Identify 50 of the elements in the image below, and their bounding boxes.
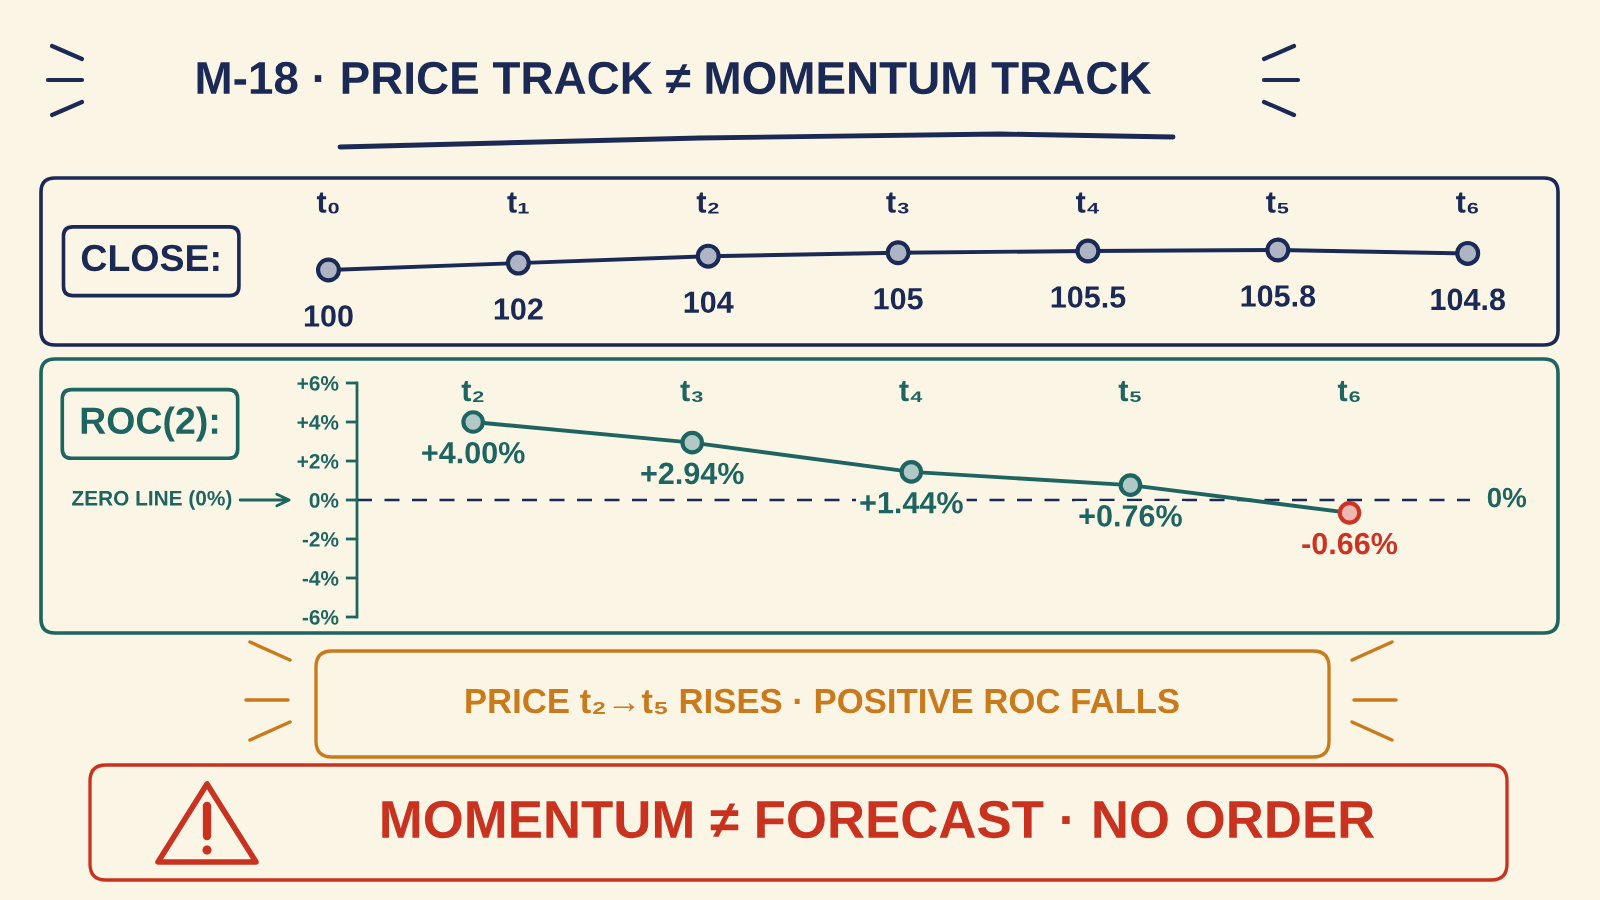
chart-title: M-18 · PRICE TRACK ≠ MOMENTUM TRACK	[197, 61, 1152, 95]
y-axis-title: ROC(2):	[81, 406, 218, 442]
point	[1337, 501, 1362, 525]
data-label: +1.44%	[860, 491, 963, 514]
x-tick-label: t₆	[1337, 381, 1360, 403]
data-label: 104	[684, 291, 734, 314]
data-label: 105	[874, 287, 923, 310]
data-label: 102	[494, 298, 543, 320]
point	[1075, 238, 1101, 264]
point	[1265, 237, 1291, 263]
x-tick-label: t₁	[507, 192, 529, 214]
data-label: +4.00%	[422, 441, 525, 464]
point	[899, 460, 924, 484]
y-tick-label: +4%	[297, 415, 339, 430]
x-tick-label: t₅	[1118, 381, 1141, 403]
x-tick-label: t₅	[1266, 192, 1289, 214]
x-tick-label: t₂	[461, 381, 484, 402]
y-tick-label: -4%	[302, 571, 339, 586]
point	[505, 250, 531, 276]
y-tick-label: +6%	[297, 376, 339, 391]
y-tick-label: -2%	[302, 532, 339, 547]
data-label: +0.76%	[1079, 505, 1182, 527]
text: ZERO LINE (0%)	[72, 490, 232, 510]
x-tick-label: t₃	[886, 192, 909, 214]
data-label: 105.5	[1051, 286, 1126, 308]
data-label: 100	[304, 305, 353, 327]
text: MOMENTUM ≠ FORECAST · NO ORDER	[382, 800, 1375, 839]
y-tick-label: +2%	[297, 454, 339, 469]
point	[680, 430, 705, 455]
data-label: 105.8	[1241, 285, 1316, 307]
point	[885, 240, 911, 266]
x-tick-label: t₀	[316, 192, 339, 214]
point	[1455, 240, 1481, 266]
x-tick-label: t₃	[680, 381, 703, 403]
point	[315, 257, 341, 283]
data-label: +2.94%	[641, 462, 744, 485]
y-axis-title: CLOSE:	[81, 244, 219, 272]
x-tick-label: t₆	[1456, 192, 1478, 214]
point	[1118, 473, 1143, 497]
point	[695, 243, 721, 269]
data-label: 104.8	[1431, 288, 1506, 311]
point	[461, 410, 485, 434]
text: PRICE t₂→t₅ RISES · POSITIVE ROC FALLS	[466, 688, 1179, 715]
y-tick-label: 0%	[309, 493, 339, 508]
x-tick-label: t₂	[696, 192, 719, 214]
x-tick-label: t₄	[1075, 192, 1099, 214]
y-tick-label: -6%	[302, 610, 339, 625]
x-tick-label: t₄	[899, 381, 923, 402]
ref-line-label: 0%	[1487, 487, 1527, 508]
data-label: -0.66%	[1302, 532, 1398, 555]
